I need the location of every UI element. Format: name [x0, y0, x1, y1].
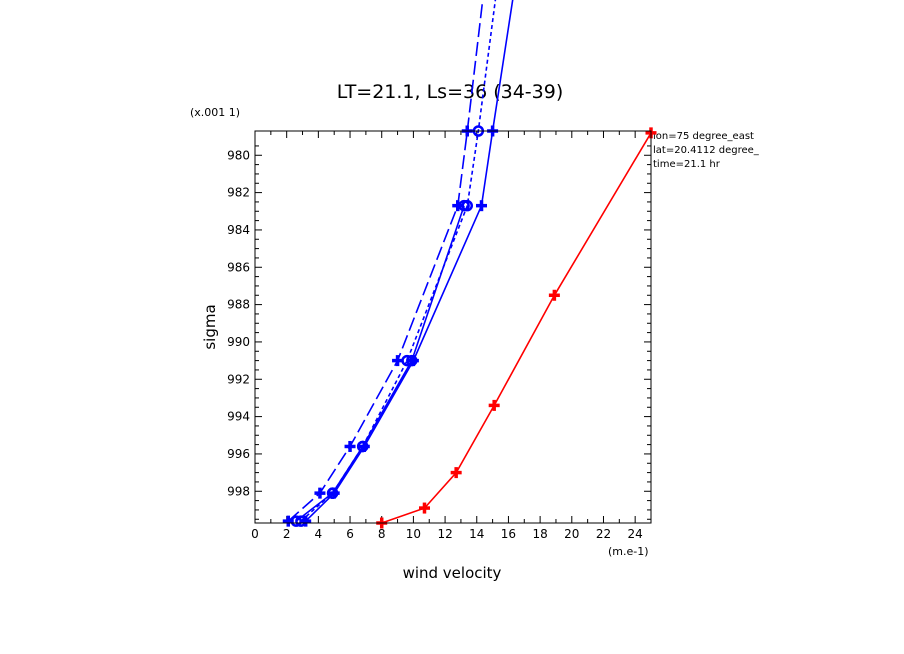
x-tick-label: 18	[532, 527, 547, 541]
series-3-point	[314, 487, 326, 499]
series-5-point	[418, 502, 430, 514]
x-axis-label: wind velocity	[403, 564, 502, 582]
series-4-point	[406, 354, 418, 367]
x-tick-label: 2	[283, 527, 291, 541]
annotation-line-3: time=21.1 hr	[653, 159, 721, 170]
series-4-point	[356, 440, 369, 453]
series-5-point	[488, 399, 500, 411]
axis-ticks: 0 2 4 6 8 10 12 14 16 18 20 22 249809829849869889909…	[227, 131, 652, 541]
x-tick-label: 20	[564, 527, 579, 541]
x-tick-label: 22	[596, 527, 611, 541]
series-4-point	[458, 199, 470, 212]
y-axis-label: sigma	[201, 304, 219, 349]
x-tick-label: 6	[346, 527, 354, 541]
series-line-2	[300, 0, 497, 522]
x-tick-label: 24	[628, 527, 643, 541]
series-3-point	[344, 440, 356, 452]
y-units-label: (x.001 1)	[190, 106, 240, 119]
y-tick-label: 996	[227, 447, 250, 461]
y-tick-label: 984	[227, 223, 250, 237]
series-4-point	[290, 515, 302, 527]
y-tick-label: 998	[227, 484, 250, 498]
y-tick-label: 994	[227, 410, 250, 424]
plot-frame	[254, 130, 652, 524]
y-tick-label: 992	[227, 372, 250, 386]
x-tick-label: 0	[251, 527, 259, 541]
series-1-point	[476, 200, 488, 212]
series-4-point	[326, 487, 339, 499]
x-tick-label: 12	[437, 527, 452, 541]
series-2-point	[295, 515, 307, 527]
series-3-point	[452, 200, 464, 212]
annotation-line-2: lat=20.4112 degree_	[653, 145, 760, 156]
x-tick-label: 14	[469, 527, 484, 541]
marker-group	[282, 125, 657, 529]
x-tick-label: 4	[315, 527, 323, 541]
series-line-3	[287, 0, 484, 522]
x-tick-label: 16	[501, 527, 516, 541]
y-tick-label: 982	[227, 186, 250, 200]
series-5-point	[450, 467, 462, 479]
x-tick-label: 8	[378, 527, 386, 541]
chart-title: LT=21.1, Ls=36 (34-39)	[337, 81, 564, 103]
y-tick-label: 986	[227, 260, 250, 274]
y-tick-label: 990	[227, 335, 250, 349]
annotation-line-1: lon=75 degree_east	[653, 131, 754, 142]
x-units-label: (m.e-1)	[608, 545, 649, 558]
series-5-point	[548, 289, 560, 301]
series-group	[287, 0, 651, 523]
y-tick-label: 988	[227, 298, 250, 312]
series-line-5	[381, 132, 651, 523]
x-tick-label: 10	[406, 527, 421, 541]
series-line-1	[305, 0, 514, 522]
series-3-point	[392, 355, 404, 367]
y-tick-label: 980	[227, 148, 250, 162]
